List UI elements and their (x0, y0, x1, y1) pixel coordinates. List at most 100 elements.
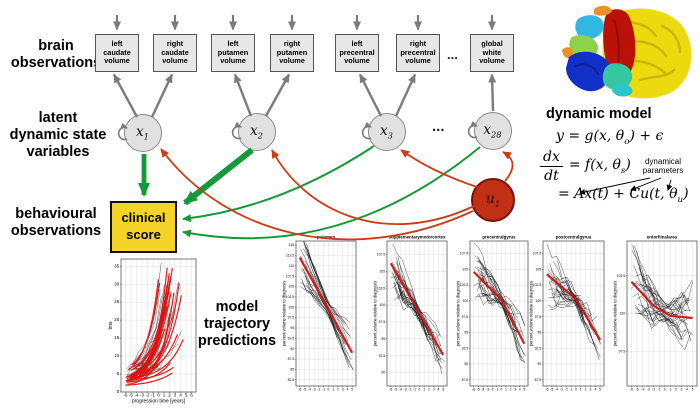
svg-text:1: 1 (669, 388, 671, 392)
svg-text:102.5: 102.5 (377, 286, 386, 290)
svg-text:15: 15 (114, 335, 119, 340)
svg-text:20: 20 (114, 317, 119, 322)
svg-text:5: 5 (692, 388, 694, 392)
svg-text:-6: -6 (298, 388, 301, 392)
svg-text:-4: -4 (555, 388, 558, 392)
observation-box-left-putamen-volume: left putamen volume (211, 34, 255, 72)
dynamic-model-title: dynamic model (546, 106, 652, 122)
fraction-dx-dt: dx dt (540, 149, 563, 184)
arrow-x28-clinical (182, 146, 481, 240)
svg-text:5: 5 (351, 388, 353, 392)
svg-text:102.5: 102.5 (533, 283, 542, 287)
svg-text:progression time [years]: progression time [years] (132, 399, 186, 405)
label-model-trajectory-predictions: model trajectory predictions (197, 299, 277, 350)
svg-text:precentralgyrus: precentralgyrus (482, 235, 516, 240)
svg-text:postcentralgyrus: postcentralgyrus (556, 235, 592, 240)
svg-text:-1: -1 (570, 388, 573, 392)
svg-text:1: 1 (580, 388, 582, 392)
svg-text:-2: -2 (146, 393, 150, 398)
svg-text:0: 0 (575, 388, 577, 392)
ellipsis-between-nodes: ... (432, 118, 445, 135)
svg-text:105: 105 (536, 267, 542, 271)
svg-text:-1: -1 (413, 388, 416, 392)
svg-text:92.5: 92.5 (535, 346, 542, 350)
state-to-clinical-arrows (138, 145, 481, 240)
svg-text:97.5: 97.5 (535, 315, 542, 319)
equation-observation: y = g(x, θo) + ϵ (556, 128, 664, 147)
label-latent-dynamic-state-variables: latent dynamic state variables (9, 110, 107, 161)
svg-text:-1: -1 (322, 388, 325, 392)
svg-text:1: 1 (332, 388, 334, 392)
svg-text:-4: -4 (481, 388, 484, 392)
svg-text:-3: -3 (140, 393, 144, 398)
svg-text:30: 30 (114, 281, 119, 286)
svg-text:3: 3 (514, 388, 516, 392)
svg-text:-2: -2 (491, 388, 494, 392)
svg-text:3: 3 (342, 388, 344, 392)
svg-text:-6: -6 (472, 388, 475, 392)
svg-text:percent volume relative to dia: percent volume relative to diagnosis (282, 281, 287, 346)
svg-text:4: 4 (437, 388, 439, 392)
svg-text:0: 0 (664, 388, 666, 392)
svg-text:percent volume relative to dia: percent volume relative to diagnosis (373, 281, 378, 346)
svg-text:percent volume relative to dia: percent volume relative to diagnosis (613, 281, 618, 346)
svg-text:-3: -3 (647, 388, 650, 392)
svg-text:105: 105 (289, 285, 295, 289)
observation-box-global-white-volume: global white volume (470, 34, 514, 72)
label-behavioural-observations: behavioural observations (10, 206, 102, 240)
svg-text:-6: -6 (389, 388, 392, 392)
svg-text:entorhinalarea: entorhinalarea (647, 235, 678, 240)
svg-text:3: 3 (174, 393, 177, 398)
svg-text:105: 105 (463, 267, 469, 271)
arrow-x28-global-white (488, 73, 497, 112)
svg-text:3: 3 (433, 388, 435, 392)
svg-text:5: 5 (442, 388, 444, 392)
svg-text:-3: -3 (313, 388, 316, 392)
svg-text:1: 1 (423, 388, 425, 392)
input-node-u1: u1 (471, 178, 515, 222)
svg-text:2: 2 (510, 388, 512, 392)
svg-text:0: 0 (117, 389, 120, 394)
svg-text:4: 4 (686, 388, 688, 392)
svg-text:95: 95 (464, 331, 468, 335)
svg-text:-1: -1 (495, 388, 498, 392)
svg-text:100: 100 (289, 305, 295, 309)
svg-text:102.5: 102.5 (617, 274, 626, 278)
svg-text:tms: tms (108, 321, 114, 330)
observation-box-right-putamen-volume: right putamen volume (270, 34, 314, 72)
svg-text:-2: -2 (565, 388, 568, 392)
svg-text:-5: -5 (550, 388, 553, 392)
svg-text:97.5: 97.5 (288, 316, 295, 320)
label-brain-observations: brain observations (10, 38, 102, 72)
svg-text:115: 115 (289, 243, 295, 247)
svg-text:-1: -1 (658, 388, 661, 392)
arrow-u1-x2 (271, 149, 475, 226)
svg-text:-3: -3 (404, 388, 407, 392)
svg-text:100: 100 (463, 299, 469, 303)
svg-text:-4: -4 (134, 393, 138, 398)
svg-text:87.5: 87.5 (462, 378, 469, 382)
svg-text:97.5: 97.5 (379, 320, 386, 324)
svg-text:92.5: 92.5 (288, 336, 295, 340)
svg-text:90: 90 (381, 371, 385, 375)
ellipsis-between-boxes: ... (447, 47, 458, 62)
observation-noise-arrows (113, 15, 496, 31)
svg-text:90: 90 (464, 362, 468, 366)
svg-text:10: 10 (114, 353, 119, 358)
svg-text:2: 2 (428, 388, 430, 392)
plot-entorhinalarea: 102.5 100 97.5 -6 -5 -4 -3 -2 -1 0 1 2 3 4 5 entorhinal… (613, 235, 698, 392)
svg-text:-6: -6 (545, 388, 548, 392)
svg-text:-4: -4 (308, 388, 311, 392)
svg-text:90: 90 (537, 362, 541, 366)
svg-text:100: 100 (380, 303, 386, 307)
observation-box-left-precentral-volume: left precentral volume (335, 34, 379, 72)
arrow-x3-right-precentral (394, 73, 417, 117)
svg-text:-2: -2 (317, 388, 320, 392)
svg-text:105: 105 (380, 269, 386, 273)
svg-text:-2: -2 (652, 388, 655, 392)
